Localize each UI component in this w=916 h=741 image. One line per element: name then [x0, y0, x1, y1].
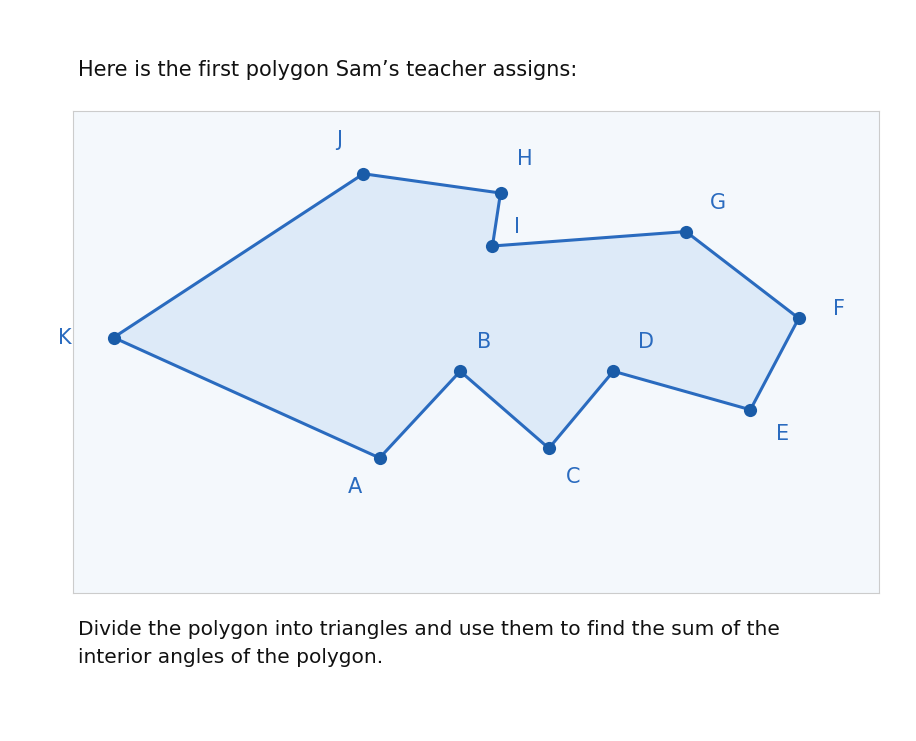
- Point: [791, 313, 806, 325]
- Text: Here is the first polygon Sam’s teacher assigns:: Here is the first polygon Sam’s teacher …: [78, 61, 577, 80]
- Point: [356, 168, 371, 180]
- Text: I: I: [514, 217, 519, 236]
- Point: [541, 442, 556, 454]
- Point: [679, 225, 693, 237]
- Point: [106, 332, 121, 344]
- Text: H: H: [517, 150, 532, 169]
- Text: C: C: [566, 468, 581, 487]
- Text: E: E: [776, 424, 790, 444]
- Text: G: G: [710, 193, 726, 213]
- Point: [372, 452, 387, 464]
- Text: Divide the polygon into triangles and use them to find the sum of the
interior a: Divide the polygon into triangles and us…: [78, 620, 780, 667]
- Point: [493, 187, 507, 199]
- Text: J: J: [336, 130, 343, 150]
- Text: B: B: [477, 333, 492, 352]
- Text: A: A: [348, 477, 363, 496]
- Polygon shape: [114, 174, 799, 458]
- Text: F: F: [833, 299, 845, 319]
- Text: D: D: [638, 333, 654, 352]
- Text: K: K: [59, 328, 72, 348]
- Point: [606, 365, 621, 377]
- Point: [743, 404, 758, 416]
- Point: [485, 240, 500, 252]
- Point: [453, 365, 467, 377]
